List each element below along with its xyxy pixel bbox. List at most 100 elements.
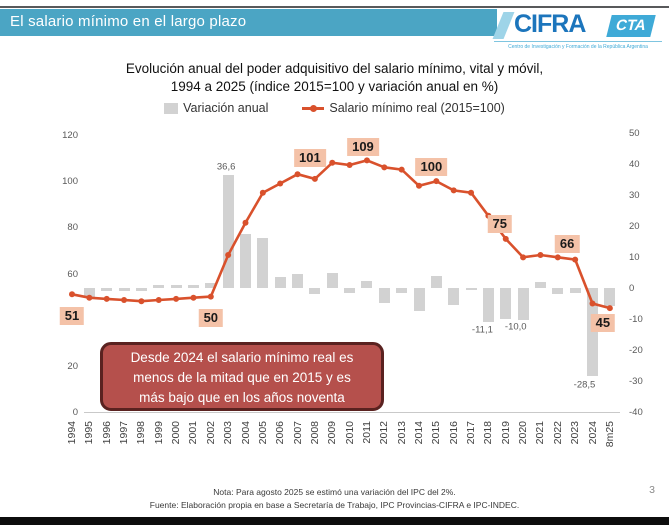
callout-box: Desde 2024 el salario mínimo real es men…: [100, 342, 384, 411]
x-axis-label: 2021: [534, 421, 547, 445]
source-text: Fuente: Elaboración propia en base a Sec…: [149, 500, 520, 510]
bar-2018: [482, 288, 494, 323]
x-axis-label: 1997: [118, 421, 131, 445]
y-axis-left-tick: 20: [67, 360, 78, 372]
y-axis-right-tick: 30: [629, 190, 640, 201]
y-axis-left-tick: 60: [67, 268, 78, 280]
data-point-2006: [277, 180, 284, 187]
bar-value-label-2003: 36,6: [216, 161, 236, 173]
bar-2013: [396, 288, 408, 293]
bar-2005: [257, 238, 269, 288]
point-label-8m25: 45: [590, 314, 616, 333]
callout-line1: Desde 2024 el salario mínimo real es: [130, 350, 354, 365]
bar-2001: [187, 284, 199, 288]
x-axis-label: 2016: [447, 421, 460, 445]
y-axis-right-tick: -20: [629, 345, 643, 356]
bar-2007: [292, 274, 304, 288]
logo-name: CIFRA: [514, 10, 586, 38]
y-axis-right-tick: 10: [629, 252, 640, 263]
x-axis-label: 2008: [308, 421, 321, 445]
point-label-2023: 66: [554, 234, 580, 253]
data-point-2007: [294, 171, 301, 178]
data-point-2019: [502, 235, 509, 242]
point-label-2011: 109: [347, 138, 379, 157]
bottom-bar: [0, 517, 669, 525]
legend-label-bars: Variación anual: [183, 101, 269, 115]
bar-2023: [569, 288, 581, 293]
legend-label-line: Salario mínimo real (2015=100): [329, 101, 505, 115]
x-axis-label: 2003: [222, 421, 235, 445]
y-axis-right-tick: 20: [629, 221, 640, 232]
data-point-8m25: [606, 305, 613, 312]
data-point-2015: [433, 178, 440, 185]
legend-item-line: Salario mínimo real (2015=100): [302, 101, 505, 115]
x-axis-label: 1996: [100, 421, 113, 445]
bar-2009: [326, 272, 338, 288]
bar-2012: [378, 288, 390, 303]
chart-title-line1: Evolución anual del poder adquisitivo de…: [125, 61, 544, 76]
y-axis-left-tick: 100: [62, 176, 78, 188]
bar-2000: [170, 284, 182, 288]
x-axis-label: 2023: [569, 421, 582, 445]
point-label-1994: 51: [59, 307, 85, 326]
line-swatch-icon: [302, 104, 325, 112]
data-point-2004: [242, 219, 249, 226]
bar-1999: [153, 284, 165, 288]
x-axis-label: 2005: [256, 421, 269, 445]
bar-swatch-icon: [164, 102, 179, 114]
x-axis-label: 2007: [291, 421, 304, 445]
x-axis-label: 1999: [152, 421, 165, 445]
data-point-1994: [69, 291, 75, 298]
x-axis-label: 8m25: [603, 421, 616, 448]
callout-line2: menos de la mitad que en 2015 y es: [133, 370, 351, 385]
bar-value-label-2018: -11,1: [471, 324, 493, 336]
bar-2024: [587, 288, 598, 377]
y-axis-right-tick: -10: [629, 314, 643, 325]
data-point-2011: [363, 157, 370, 164]
bar-1997: [118, 288, 130, 292]
logo-tagline: Centro de Investigación y Formación de l…: [494, 41, 662, 50]
y-axis-right-tick: 50: [629, 128, 640, 139]
data-point-2020: [520, 254, 527, 261]
x-axis-label: 1994: [66, 421, 78, 445]
x-axis-label: 2017: [465, 421, 478, 445]
x-axis-label: 2009: [326, 421, 339, 445]
chart-title-line2: 1994 a 2025 (índice 2015=100 y variación…: [170, 79, 499, 94]
data-point-2016: [450, 187, 457, 194]
bar-2020: [517, 288, 529, 320]
data-point-1998: [138, 298, 145, 305]
bar-2022: [552, 288, 564, 295]
cifra-logo: CIFRA CTA Centro de Investigación y Form…: [490, 8, 665, 50]
x-axis-label: 1998: [135, 421, 148, 445]
x-axis-label: 2006: [274, 421, 287, 445]
slide-header-title: El salario mínimo en el largo plazo: [10, 13, 247, 30]
data-point-2002: [207, 293, 214, 300]
note-text: Nota: Para agosto 2025 se estimó una var…: [213, 487, 456, 497]
y-axis-right-tick: 0: [629, 283, 635, 294]
point-label-2015: 100: [415, 158, 448, 177]
bar-2006: [274, 277, 286, 288]
x-axis-label: 2001: [187, 421, 200, 445]
bar-1995: [83, 288, 95, 298]
y-axis-left-tick: 0: [72, 407, 78, 418]
data-point-2000: [173, 295, 180, 302]
bar-2019: [500, 288, 512, 319]
x-axis-label: 2015: [430, 421, 443, 445]
y-axis-right-tick: -30: [629, 376, 643, 387]
x-axis-label: 2022: [551, 421, 564, 445]
bar-2008: [309, 288, 321, 295]
bar-2011: [361, 281, 373, 288]
chart-title: Evolución anual del poder adquisitivo de…: [0, 60, 669, 96]
y-axis-left-tick: 80: [67, 222, 78, 234]
point-label-2002: 50: [198, 308, 224, 327]
bar-2015: [430, 275, 442, 288]
page-number: 3: [649, 484, 655, 496]
bar-1998: [135, 288, 147, 292]
header-bar: [0, 9, 497, 36]
legend-item-bars: Variación anual: [164, 101, 268, 115]
bar-2021: [534, 281, 546, 288]
bar-8m25: [604, 288, 616, 306]
bar-2017: [465, 288, 477, 290]
data-point-2021: [537, 252, 544, 259]
data-point-2009: [329, 159, 336, 166]
